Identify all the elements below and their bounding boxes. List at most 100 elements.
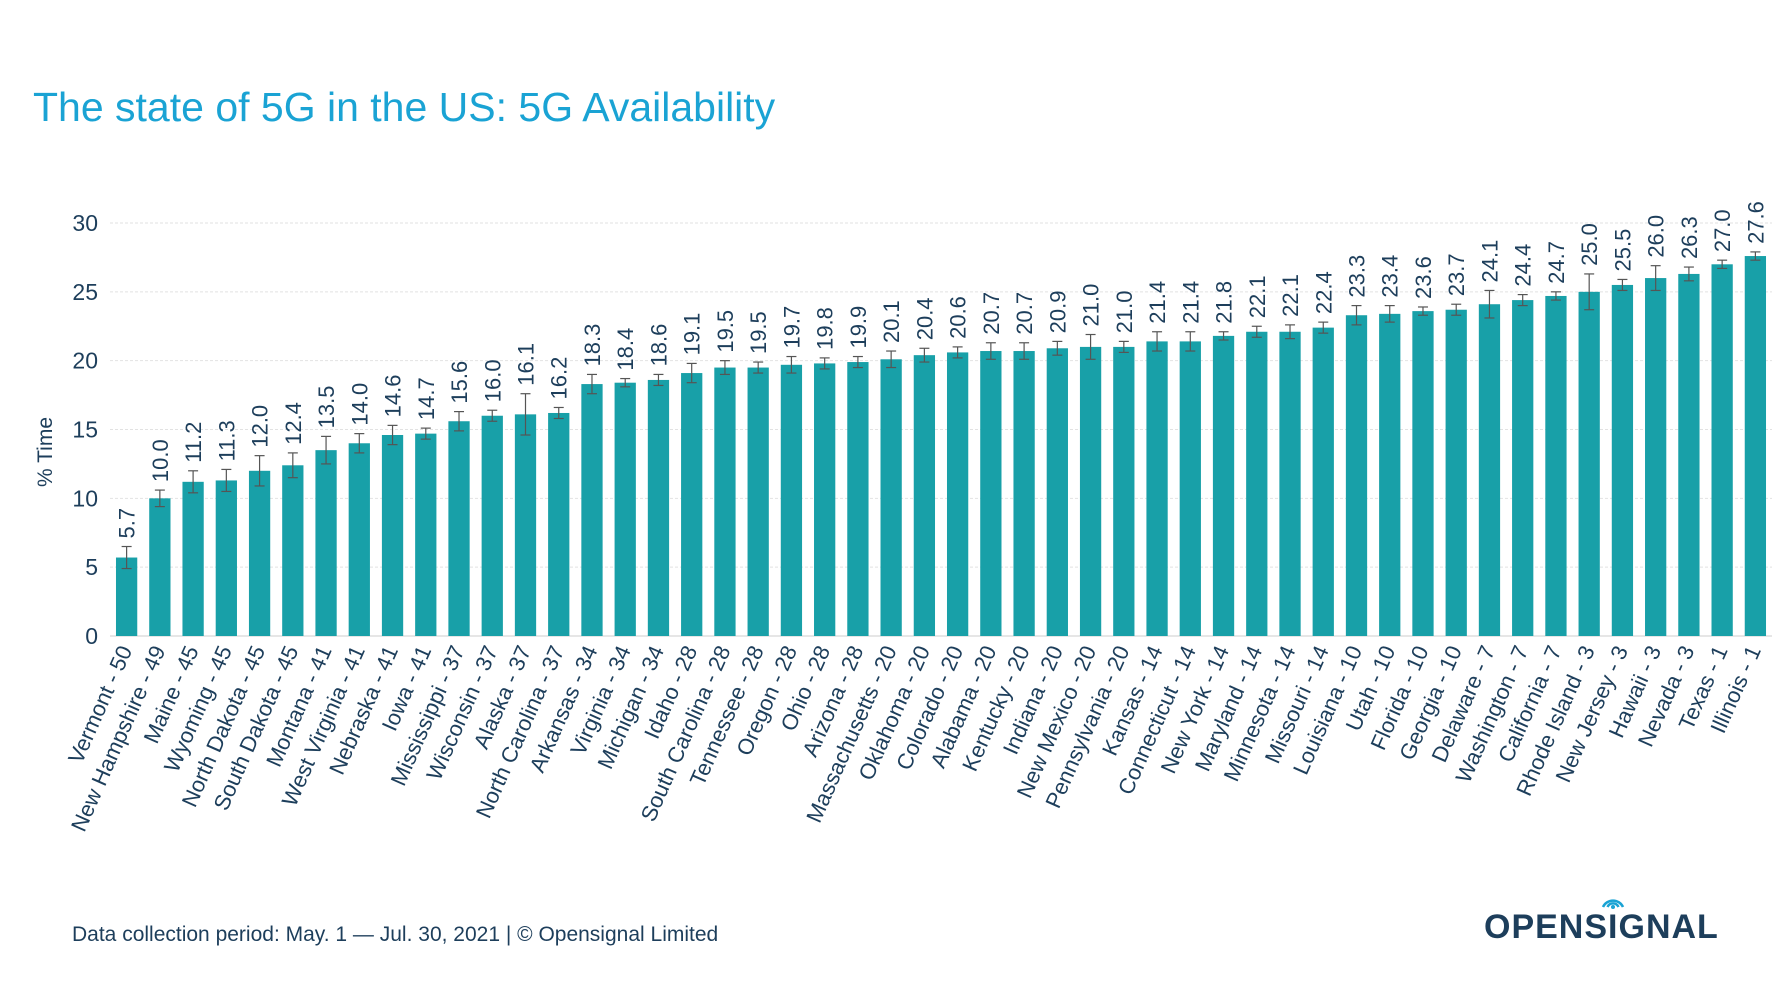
bar	[1212, 335, 1235, 636]
bar	[548, 412, 570, 636]
bar	[1478, 304, 1501, 636]
data-label: 15.6	[447, 361, 472, 404]
data-label: 20.1	[879, 300, 904, 343]
error-bar	[387, 424, 398, 446]
bar	[1678, 273, 1700, 636]
error-bar	[1118, 340, 1129, 354]
bar	[1379, 313, 1401, 636]
bar	[780, 364, 803, 636]
data-label: 19.8	[813, 307, 838, 350]
bar	[182, 481, 204, 636]
error-bar	[1085, 333, 1096, 360]
data-label: 20.4	[912, 297, 937, 340]
error-bar	[454, 411, 465, 432]
data-label: 18.3	[580, 324, 605, 367]
bar	[448, 421, 470, 636]
y-tick-label: 15	[72, 417, 98, 443]
data-label: 19.9	[846, 306, 871, 349]
error-bar	[1717, 259, 1728, 270]
bar	[1711, 264, 1733, 636]
data-label: 26.3	[1677, 216, 1702, 259]
data-label: 11.3	[214, 420, 239, 461]
error-bar	[1617, 278, 1628, 292]
data-label: 20.7	[1012, 292, 1037, 335]
error-bar	[886, 350, 897, 369]
bar	[149, 498, 171, 636]
data-label: 23.7	[1444, 253, 1469, 296]
data-label: 22.1	[1278, 274, 1303, 317]
bar	[1312, 327, 1334, 636]
data-label: 19.5	[746, 311, 771, 354]
bar	[381, 435, 404, 636]
bar	[581, 384, 603, 636]
error-bar	[1550, 291, 1561, 301]
data-label: 21.4	[1145, 281, 1170, 324]
logo-text-i: I	[1608, 908, 1619, 946]
data-label: 20.6	[946, 296, 971, 339]
bar	[880, 359, 902, 636]
y-tick-label: 20	[72, 348, 98, 374]
error-bar	[1384, 305, 1395, 323]
y-tick-label: 5	[85, 554, 98, 580]
bars	[115, 256, 1767, 636]
error-bar	[1152, 331, 1163, 352]
bar	[1046, 348, 1068, 636]
data-label: 23.3	[1345, 255, 1370, 298]
bar	[1113, 346, 1135, 636]
data-label: 12.4	[281, 402, 306, 445]
y-axis: 0 5 10 15 20 25 30	[72, 210, 1772, 649]
error-bar	[1218, 331, 1229, 341]
y-tick-label: 30	[72, 210, 98, 236]
signal-wave-icon	[1602, 899, 1625, 909]
data-label: 21.8	[1212, 281, 1237, 324]
bar-chart: 0 5 10 15 20 25 30 % Time 5.7 10.0 11.2 11.3 12.0 1…	[34, 201, 1772, 835]
bar	[348, 443, 370, 636]
error-bar	[1451, 303, 1462, 316]
data-label: 19.5	[713, 310, 738, 353]
data-label: 23.6	[1411, 256, 1436, 299]
data-label: 19.7	[779, 306, 804, 349]
data-label: 24.4	[1511, 244, 1536, 287]
data-label: 19.1	[680, 313, 705, 356]
error-bar	[786, 355, 797, 374]
data-label: 18.6	[646, 324, 671, 367]
data-label: 13.5	[314, 386, 339, 429]
data-label: 14.7	[414, 377, 439, 420]
bar	[814, 363, 836, 636]
error-bar	[553, 406, 564, 420]
bar	[1079, 346, 1102, 636]
data-label: 20.9	[1045, 291, 1070, 334]
bar	[1345, 315, 1368, 636]
bar	[1279, 331, 1301, 636]
bar	[514, 414, 537, 636]
data-label: 27.0	[1710, 209, 1735, 252]
bar	[647, 379, 670, 636]
logo-text-end: GNAL	[1618, 908, 1719, 946]
data-label: 11.2	[181, 422, 206, 463]
bar	[315, 450, 337, 636]
error-bar	[919, 347, 930, 363]
error-bar	[952, 346, 963, 359]
bar	[1246, 331, 1268, 636]
error-bar	[686, 362, 697, 384]
error-bar	[1683, 266, 1694, 282]
y-axis-label: % Time	[34, 417, 57, 487]
error-bar	[985, 342, 996, 360]
error-bar	[354, 433, 365, 454]
error-bar	[1285, 324, 1296, 340]
bar	[681, 373, 703, 636]
data-labels: 5.7 10.0 11.2 11.3 12.0 12.4 13.5 14.0 14.6 14.7 1…	[115, 201, 1769, 538]
bar	[115, 557, 138, 636]
error-bar	[819, 357, 830, 370]
data-label: 16.2	[547, 357, 572, 400]
error-bar	[753, 361, 764, 374]
error-bar	[586, 373, 597, 395]
bar	[1146, 341, 1168, 636]
bar	[1445, 309, 1467, 636]
bar	[714, 367, 736, 636]
data-label: 5.7	[115, 508, 140, 539]
error-bar	[1650, 265, 1661, 292]
bar	[1611, 284, 1634, 636]
data-label: 18.4	[613, 328, 638, 371]
chart-title: The state of 5G in the US: 5G Availabili…	[33, 84, 776, 130]
